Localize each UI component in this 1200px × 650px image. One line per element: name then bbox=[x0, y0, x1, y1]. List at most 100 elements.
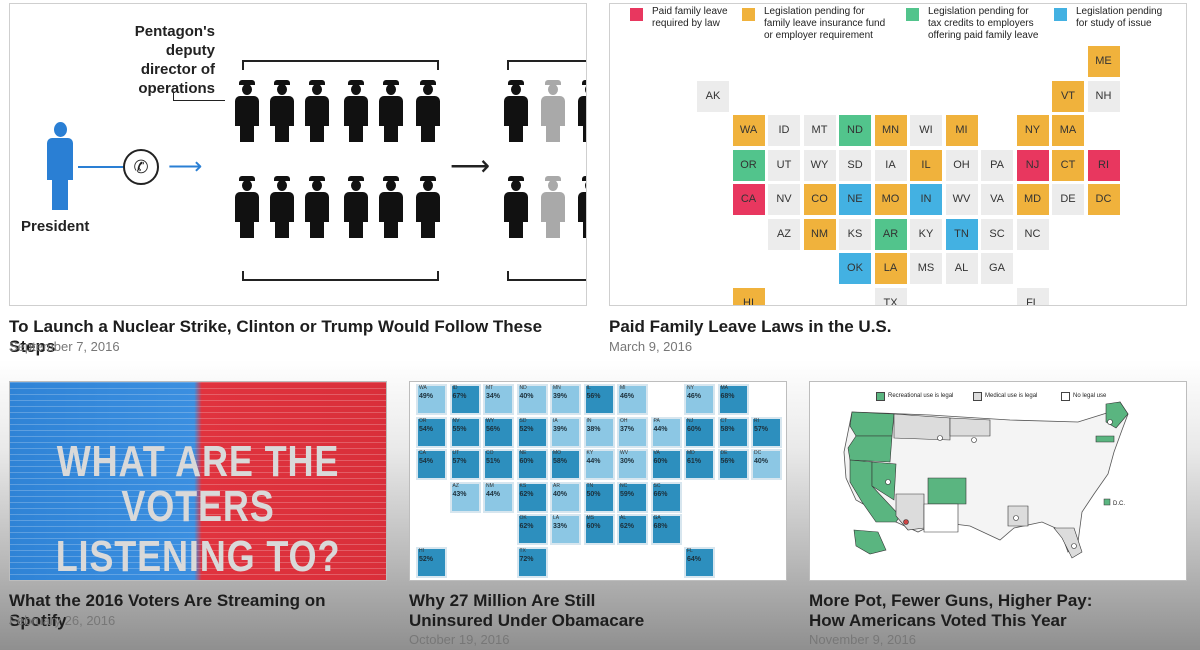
state-tile-wi: WI bbox=[910, 115, 942, 146]
uninsured-fill bbox=[585, 483, 613, 511]
card-spotify[interactable]: WHAT ARE THE VOTERS LISTENING TO? What t… bbox=[9, 381, 387, 641]
state-arkansas bbox=[1007, 505, 1029, 527]
state-cell-mi: MI 46% bbox=[617, 384, 648, 415]
officer-figure bbox=[577, 176, 586, 238]
state-abbr: WV bbox=[620, 450, 629, 456]
uninsured-fill bbox=[451, 418, 479, 446]
uninsured-percent: 39% bbox=[553, 425, 568, 433]
card-title[interactable]: Paid Family Leave Laws in the U.S. bbox=[609, 317, 892, 336]
card-obamacare[interactable]: WA 49% ID 67% MT 34% ND 40% MN 39% IL 56% MI 46% NY 46%… bbox=[409, 381, 789, 650]
legend-swatch bbox=[1054, 8, 1067, 21]
card-title[interactable]: Why 27 Million Are Still Uninsured Under… bbox=[409, 591, 645, 630]
state-abbr: PA bbox=[653, 417, 660, 424]
uninsured-fill bbox=[686, 451, 713, 478]
state-abbr: NY bbox=[687, 385, 694, 391]
line-to-phone bbox=[78, 166, 123, 168]
state-cell-ga: GA 68% bbox=[650, 514, 682, 545]
state-cell-la: LA 33% bbox=[550, 514, 581, 545]
obamacare-thumbnail[interactable]: WA 49% ID 67% MT 34% ND 40% MN 39% IL 56% MI 46% NY 46%… bbox=[409, 381, 787, 581]
uninsured-percent: 66% bbox=[653, 490, 668, 498]
state-abbr: WY bbox=[486, 417, 495, 424]
uninsured-percent: 58% bbox=[553, 458, 568, 465]
president-figure bbox=[45, 122, 75, 214]
state-abbr: AL bbox=[620, 515, 627, 521]
arrow-icon: ⟶ bbox=[168, 153, 203, 180]
state-cell-nc: NC 59% bbox=[617, 481, 648, 513]
spotify-thumbnail[interactable]: WHAT ARE THE VOTERS LISTENING TO? bbox=[9, 381, 387, 581]
state-abbr: NV bbox=[452, 417, 460, 424]
state-cell-dc: DC 40% bbox=[751, 449, 782, 480]
uninsured-percent: 57% bbox=[754, 425, 769, 433]
state-abbr: NC bbox=[620, 482, 628, 489]
uninsured-percent: 33% bbox=[553, 523, 568, 530]
state-cell-nm: NM 44% bbox=[483, 481, 514, 513]
state-tile-mo: MO bbox=[874, 184, 907, 215]
state-tile-al: AL bbox=[945, 253, 978, 284]
state-cell-nd: ND 40% bbox=[516, 384, 548, 415]
uninsured-fill bbox=[485, 418, 512, 446]
uninsured-fill bbox=[418, 451, 445, 478]
uninsured-fill bbox=[585, 451, 613, 478]
card-pot-guns-pay[interactable]: Recreational use is legal Medical use is… bbox=[809, 381, 1189, 650]
uninsured-fill bbox=[518, 451, 546, 478]
state-tile-nd: ND bbox=[839, 115, 871, 146]
uninsured-fill bbox=[418, 548, 445, 576]
state-cell-sc: SC 66% bbox=[650, 481, 682, 513]
state-abbr: OK bbox=[519, 515, 527, 521]
uninsured-fill bbox=[518, 418, 546, 446]
dc-label: D.C. bbox=[1113, 501, 1125, 507]
card-nuclear-strike[interactable]: Pentagon's deputy director of operations… bbox=[9, 3, 587, 358]
change-marker bbox=[1013, 515, 1019, 521]
uninsured-percent: 56% bbox=[586, 393, 601, 400]
state-tile-mt: MT bbox=[803, 115, 836, 146]
state-abbr: MS bbox=[586, 515, 595, 521]
uninsured-fill bbox=[686, 418, 713, 446]
state-tile-ky: KY bbox=[910, 218, 942, 250]
change-marker bbox=[885, 479, 891, 485]
card-title[interactable]: What the 2016 Voters Are Streaming on Sp… bbox=[9, 591, 326, 630]
uninsured-fill bbox=[451, 483, 479, 511]
card-title[interactable]: More Pot, Fewer Guns, Higher Pay: How Am… bbox=[809, 591, 1093, 630]
legend-swatch bbox=[876, 392, 885, 401]
state-arizona bbox=[895, 493, 925, 531]
state-alaska bbox=[853, 529, 887, 555]
state-cell-va: VA 60% bbox=[650, 449, 682, 480]
state-cell-ct: CT 58% bbox=[717, 416, 749, 448]
officer-figure bbox=[378, 176, 404, 238]
card-title[interactable]: To Launch a Nuclear Strike, Clinton or T… bbox=[9, 317, 543, 356]
state-nevada bbox=[871, 461, 897, 501]
uninsured-fill bbox=[485, 451, 512, 478]
state-abbr: VA bbox=[653, 450, 660, 456]
state-washington bbox=[849, 411, 895, 437]
state-abbr: ID bbox=[452, 385, 458, 391]
state-cell-ut: UT 57% bbox=[449, 449, 481, 480]
uninsured-percent: 49% bbox=[419, 393, 434, 400]
state-tile-or: OR bbox=[732, 149, 765, 181]
card-paid-family-leave[interactable]: Paid family leave required by law Legisla… bbox=[609, 3, 1187, 358]
state-cell-or: OR 54% bbox=[416, 416, 447, 448]
state-tile-tn: TN bbox=[945, 218, 978, 250]
nuclear-thumbnail[interactable]: Pentagon's deputy director of operations… bbox=[9, 3, 587, 306]
state-tile-id: ID bbox=[768, 115, 800, 146]
pot-map-thumbnail[interactable]: Recreational use is legal Medical use is… bbox=[809, 381, 1187, 581]
state-abbr: HI bbox=[419, 547, 424, 554]
state-cell-ia: IA 39% bbox=[550, 416, 581, 448]
state-tile-mn: MN bbox=[874, 115, 907, 146]
uninsured-fill bbox=[518, 516, 546, 543]
uninsured-percent: 55% bbox=[452, 425, 467, 433]
officer-figure bbox=[304, 176, 330, 238]
state-colorado bbox=[927, 477, 967, 505]
state-cell-nj: NJ 60% bbox=[684, 416, 715, 448]
state-tile-de: DE bbox=[1052, 184, 1084, 215]
state-massachusetts bbox=[1095, 435, 1115, 443]
uninsured-fill bbox=[485, 386, 512, 413]
uninsured-fill bbox=[418, 418, 445, 446]
leave-map-thumbnail[interactable]: Paid family leave required by law Legisla… bbox=[609, 3, 1187, 306]
state-tile-nc: NC bbox=[1016, 218, 1049, 250]
state-abbr: IL bbox=[586, 385, 591, 391]
state-cell-de: DE 56% bbox=[717, 449, 749, 480]
phone-icon: ✆ bbox=[123, 149, 159, 185]
officer-figure bbox=[269, 176, 295, 238]
state-cell-co: CO 51% bbox=[483, 449, 514, 480]
state-abbr: FL bbox=[687, 547, 693, 554]
